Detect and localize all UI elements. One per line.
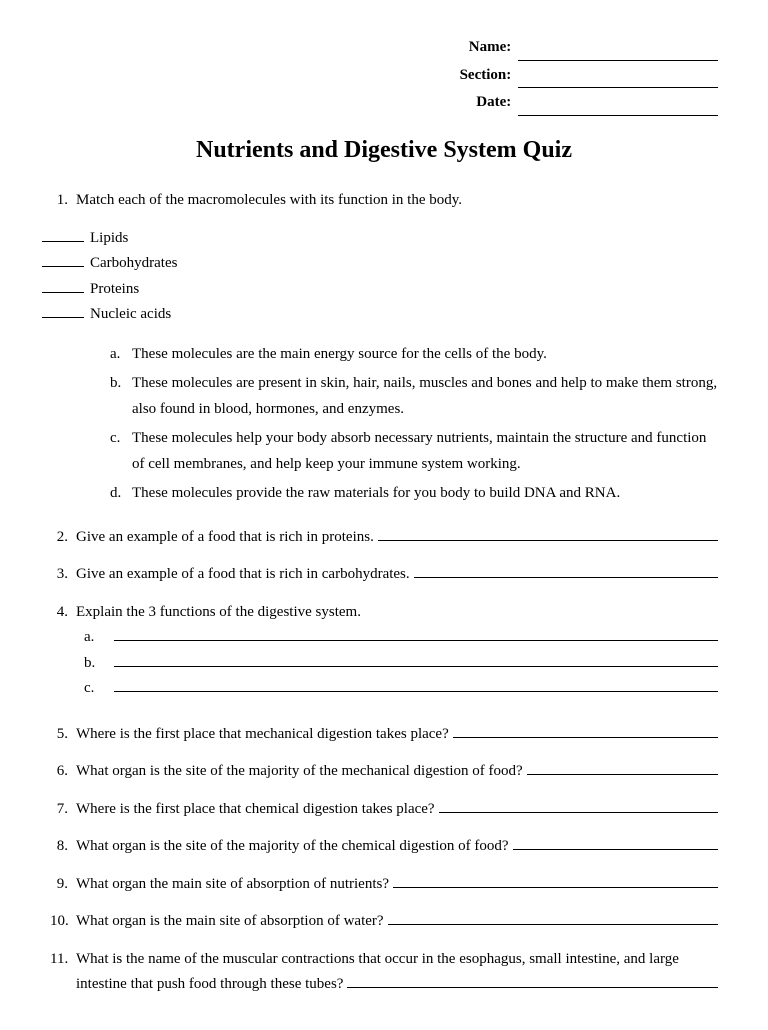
question-9: 9. What organ the main site of absorptio… xyxy=(50,872,718,898)
q3-number: 3. xyxy=(50,562,76,588)
q1-opt-c-letter: c. xyxy=(110,426,132,452)
section-field: Section: xyxy=(50,63,718,89)
q4-c-blank[interactable] xyxy=(114,677,718,692)
match-blank-nucleic-acids[interactable] xyxy=(42,317,84,318)
q4-text: Explain the 3 functions of the digestive… xyxy=(76,600,718,626)
q8-blank[interactable] xyxy=(513,835,718,850)
question-2: 2. Give an example of a food that is ric… xyxy=(50,525,718,551)
q4-number: 4. xyxy=(50,600,76,626)
match-blank-proteins[interactable] xyxy=(42,292,84,293)
q5-text: Where is the first place that mechanical… xyxy=(76,722,449,748)
question-5: 5. Where is the first place that mechani… xyxy=(50,722,718,748)
q11-blank[interactable] xyxy=(347,973,718,988)
q2-text: Give an example of a food that is rich i… xyxy=(76,525,374,551)
q1-opt-d-text: These molecules provide the raw material… xyxy=(132,481,718,507)
q4-a-letter: a. xyxy=(84,625,104,651)
q7-text: Where is the first place that chemical d… xyxy=(76,797,435,823)
q9-blank[interactable] xyxy=(393,873,718,888)
name-label: Name: xyxy=(469,39,511,55)
q6-number: 6. xyxy=(50,759,76,785)
q2-blank[interactable] xyxy=(378,526,718,541)
q3-text: Give an example of a food that is rich i… xyxy=(76,562,410,588)
match-label-proteins: Proteins xyxy=(90,277,139,303)
q1-text: Match each of the macromolecules with it… xyxy=(76,188,718,214)
q9-text: What organ the main site of absorption o… xyxy=(76,872,389,898)
match-label-nucleic-acids: Nucleic acids xyxy=(90,302,171,328)
question-7: 7. Where is the first place that chemica… xyxy=(50,797,718,823)
name-field: Name: xyxy=(50,35,718,61)
q1-opt-b-text: These molecules are present in skin, hai… xyxy=(132,371,718,422)
q2-number: 2. xyxy=(50,525,76,551)
q4-a-blank[interactable] xyxy=(114,626,718,641)
q5-number: 5. xyxy=(50,722,76,748)
match-blank-carbohydrates[interactable] xyxy=(42,266,84,267)
q10-number: 10. xyxy=(50,909,76,935)
q1-opt-a-text: These molecules are the main energy sour… xyxy=(132,342,718,368)
q3-blank[interactable] xyxy=(414,563,718,578)
q1-opt-b-letter: b. xyxy=(110,371,132,397)
q10-text: What organ is the main site of absorptio… xyxy=(76,909,384,935)
q1-option-b: b. These molecules are present in skin, … xyxy=(110,371,718,422)
q6-blank[interactable] xyxy=(527,760,718,775)
match-blank-lipids[interactable] xyxy=(42,241,84,242)
q1-number: 1. xyxy=(50,188,76,214)
q4-c-letter: c. xyxy=(84,676,104,702)
question-4: 4. Explain the 3 functions of the digest… xyxy=(50,600,718,702)
q1-opt-c-text: These molecules help your body absorb ne… xyxy=(132,426,718,477)
q11-number: 11. xyxy=(50,947,76,973)
question-1: 1. Match each of the macromolecules with… xyxy=(50,188,718,214)
q4-sub-a: a. xyxy=(84,625,718,651)
date-blank[interactable] xyxy=(518,115,718,116)
q4-b-blank[interactable] xyxy=(114,652,718,667)
q7-number: 7. xyxy=(50,797,76,823)
q5-blank[interactable] xyxy=(453,723,718,738)
date-field: Date: xyxy=(50,90,718,116)
question-3: 3. Give an example of a food that is ric… xyxy=(50,562,718,588)
question-6: 6. What organ is the site of the majorit… xyxy=(50,759,718,785)
section-label: Section: xyxy=(460,67,512,83)
name-blank[interactable] xyxy=(518,60,718,61)
q8-number: 8. xyxy=(50,834,76,860)
match-label-lipids: Lipids xyxy=(90,226,128,252)
question-10: 10. What organ is the main site of absor… xyxy=(50,909,718,935)
q1-opt-d-letter: d. xyxy=(110,481,132,507)
q4-b-letter: b. xyxy=(84,651,104,677)
q9-number: 9. xyxy=(50,872,76,898)
q1-opt-a-letter: a. xyxy=(110,342,132,368)
question-11: 11. What is the name of the muscular con… xyxy=(50,947,718,998)
q8-text: What organ is the site of the majority o… xyxy=(76,834,509,860)
q4-sub-c: c. xyxy=(84,676,718,702)
page-title: Nutrients and Digestive System Quiz xyxy=(50,130,718,171)
match-carbohydrates: Carbohydrates xyxy=(42,251,718,277)
q6-text: What organ is the site of the majority o… xyxy=(76,759,523,785)
section-blank[interactable] xyxy=(518,87,718,88)
question-8: 8. What organ is the site of the majorit… xyxy=(50,834,718,860)
q4-sub-b: b. xyxy=(84,651,718,677)
q1-option-d: d. These molecules provide the raw mater… xyxy=(110,481,718,507)
match-label-carbohydrates: Carbohydrates xyxy=(90,251,177,277)
q1-option-c: c. These molecules help your body absorb… xyxy=(110,426,718,477)
date-label: Date: xyxy=(476,94,511,110)
q1-option-a: a. These molecules are the main energy s… xyxy=(110,342,718,368)
q11-line1: What is the name of the muscular contrac… xyxy=(76,947,718,973)
match-proteins: Proteins xyxy=(42,277,718,303)
q10-blank[interactable] xyxy=(388,910,718,925)
q1-options: a. These molecules are the main energy s… xyxy=(110,342,718,507)
match-nucleic-acids: Nucleic acids xyxy=(42,302,718,328)
q7-blank[interactable] xyxy=(439,798,718,813)
match-lipids: Lipids xyxy=(42,226,718,252)
